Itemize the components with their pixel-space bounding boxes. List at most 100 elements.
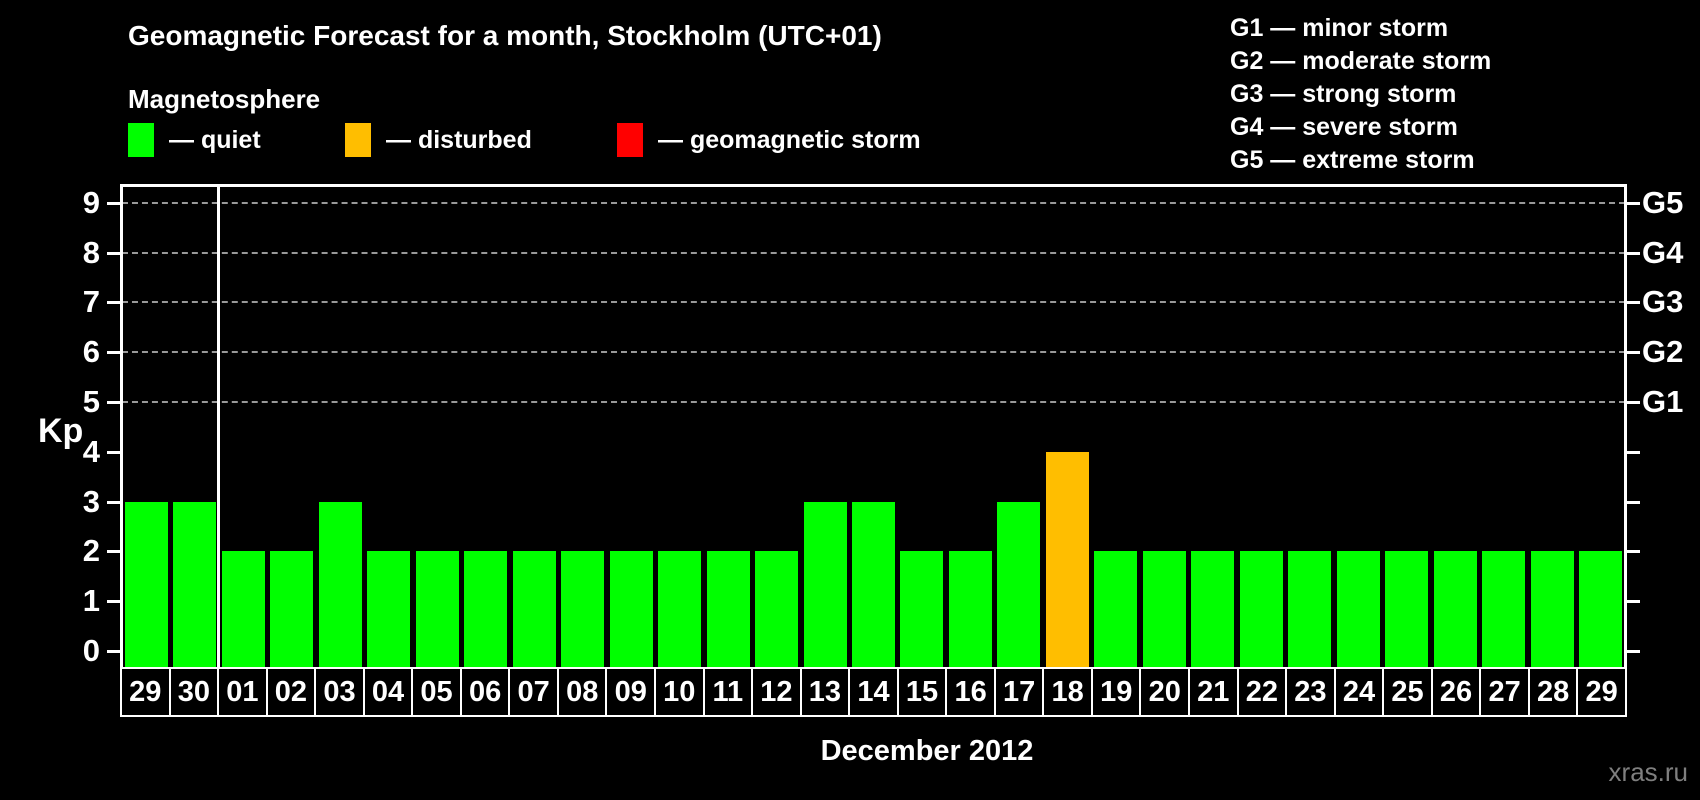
y-tick-right-7 [1627, 301, 1640, 305]
x-axis-label-day-24: 24 [1333, 667, 1385, 717]
x-axis-label-day-12: 12 [751, 667, 802, 717]
x-axis-label-day-19: 19 [1090, 667, 1142, 717]
y-tick-label-0: 0 [82, 633, 100, 668]
x-axis-label-day-08: 08 [556, 667, 608, 717]
x-axis-label-day-26: 26 [1430, 667, 1482, 717]
y-tick-right-5 [1627, 401, 1640, 404]
x-axis-label-day-23: 23 [1285, 667, 1336, 717]
x-axis-label-day-17: 17 [993, 667, 1045, 717]
bar-day-29 [1579, 551, 1623, 667]
x-axis-label-day-01: 01 [217, 667, 268, 717]
bar-day-24 [1336, 551, 1380, 667]
gridline-kp-5 [122, 401, 1625, 403]
y-tick-right-3 [1627, 500, 1640, 504]
y-tick-right-1 [1627, 600, 1640, 604]
y-axis-left-line [120, 184, 123, 669]
y-tick-label-7: 7 [82, 284, 100, 320]
gridline-kp-6 [122, 351, 1625, 354]
storm-scale-line-g2: G2 — moderate storm [1230, 47, 1492, 75]
bar-day-21 [1191, 551, 1235, 667]
x-axis-label-day-14: 14 [848, 667, 899, 717]
y-tick-label-6: 6 [82, 334, 100, 370]
y-tick-label-2: 2 [82, 533, 100, 569]
y-tick-left-7 [107, 301, 120, 305]
legend-item-disturbed: — disturbed [345, 121, 532, 159]
watermark: xras.ru [1608, 757, 1688, 787]
x-axis-label-day-30-prev: 30 [168, 667, 220, 717]
y-tick-label-1: 1 [82, 583, 100, 619]
x-axis-label-day-25: 25 [1382, 667, 1433, 717]
legend-item-storm: — geomagnetic storm [617, 121, 921, 159]
bar-day-13 [803, 501, 847, 667]
y-tick-right-0 [1627, 650, 1640, 653]
right-axis-label-g3: G3 [1642, 284, 1684, 320]
y-axis-title: Kp [38, 412, 84, 450]
y-tick-left-5 [107, 401, 120, 404]
y-tick-left-6 [107, 351, 120, 355]
magnetosphere-legend: — quiet — disturbed — geomagnetic storm [0, 121, 1200, 159]
bar-day-14 [852, 501, 895, 667]
x-axis-label-day-07: 07 [508, 667, 559, 717]
x-axis-title: December 2012 [820, 735, 1034, 767]
right-axis-label-g2: G2 [1642, 334, 1684, 370]
y-tick-left-3 [107, 500, 120, 504]
x-axis-label-day-22: 22 [1236, 667, 1288, 717]
bar-day-17 [997, 501, 1041, 667]
gridline-kp-7 [122, 301, 1625, 304]
y-tick-right-6 [1627, 351, 1640, 355]
legend-label-quiet: — quiet [169, 125, 261, 154]
bar-day-30 [173, 501, 217, 667]
bar-day-16 [948, 551, 992, 667]
bar-day-06 [464, 551, 508, 667]
bar-day-19 [1094, 551, 1138, 667]
x-axis-label-day-09: 09 [605, 667, 657, 717]
gridline-kp-8 [122, 251, 1625, 254]
y-tick-label-3: 3 [82, 483, 100, 519]
bar-day-01 [221, 551, 265, 667]
x-axis-label-day-27: 27 [1479, 667, 1530, 717]
y-tick-right-8 [1627, 251, 1640, 255]
x-axis-label-day-03: 03 [314, 667, 365, 717]
bar-day-23 [1288, 551, 1332, 667]
plot-top-border [120, 184, 1627, 187]
storm-scale-legend: G1 — minor storm G2 — moderate storm G3 — … [1230, 12, 1491, 177]
x-axis-label-day-10: 10 [654, 667, 705, 717]
y-tick-label-8: 8 [82, 234, 100, 270]
x-axis-label-day-29: 29 [1576, 667, 1627, 717]
bar-day-07 [512, 551, 556, 667]
y-tick-label-4: 4 [82, 433, 100, 469]
bar-day-25 [1385, 551, 1429, 667]
y-tick-right-9 [1627, 201, 1640, 205]
bar-day-08 [561, 551, 605, 667]
month-separator-line [216, 184, 220, 667]
storm-scale-line-g3: G3 — strong storm [1230, 80, 1457, 108]
y-tick-right-4 [1627, 450, 1640, 454]
bar-day-29 [124, 501, 168, 667]
chart-subtitle: Magnetosphere [128, 84, 321, 114]
bar-day-28 [1530, 551, 1574, 667]
x-axis-label-day-05: 05 [411, 667, 462, 717]
x-axis-label-day-11: 11 [702, 667, 754, 717]
right-axis-label-g4: G4 [1642, 234, 1684, 270]
storm-scale-line-g4: G4 — severe storm [1230, 113, 1458, 141]
x-axis-label-row: 29 30 01 02 03 04 05 06 07 08 09 10 11 12 13 14 15 16 17 18… [120, 667, 1627, 717]
x-axis-label-day-20: 20 [1139, 667, 1191, 717]
bar-day-05 [415, 551, 459, 667]
bar-day-02 [270, 551, 314, 667]
y-tick-left-2 [107, 550, 120, 554]
x-axis-label-day-02: 02 [265, 667, 317, 717]
bar-day-09 [609, 551, 653, 667]
gridline-kp-9 [122, 201, 1625, 204]
x-axis-label-day-18: 18 [1042, 667, 1093, 717]
bar-day-26 [1433, 551, 1477, 667]
bar-day-11 [706, 551, 750, 667]
bar-day-03 [318, 501, 362, 667]
y-tick-right-2 [1627, 550, 1640, 554]
y-tick-label-5: 5 [82, 384, 100, 419]
bar-day-27 [1482, 551, 1526, 667]
bar-day-20 [1142, 551, 1186, 667]
y-tick-left-9 [107, 201, 120, 205]
legend-swatch-disturbed [345, 123, 371, 157]
